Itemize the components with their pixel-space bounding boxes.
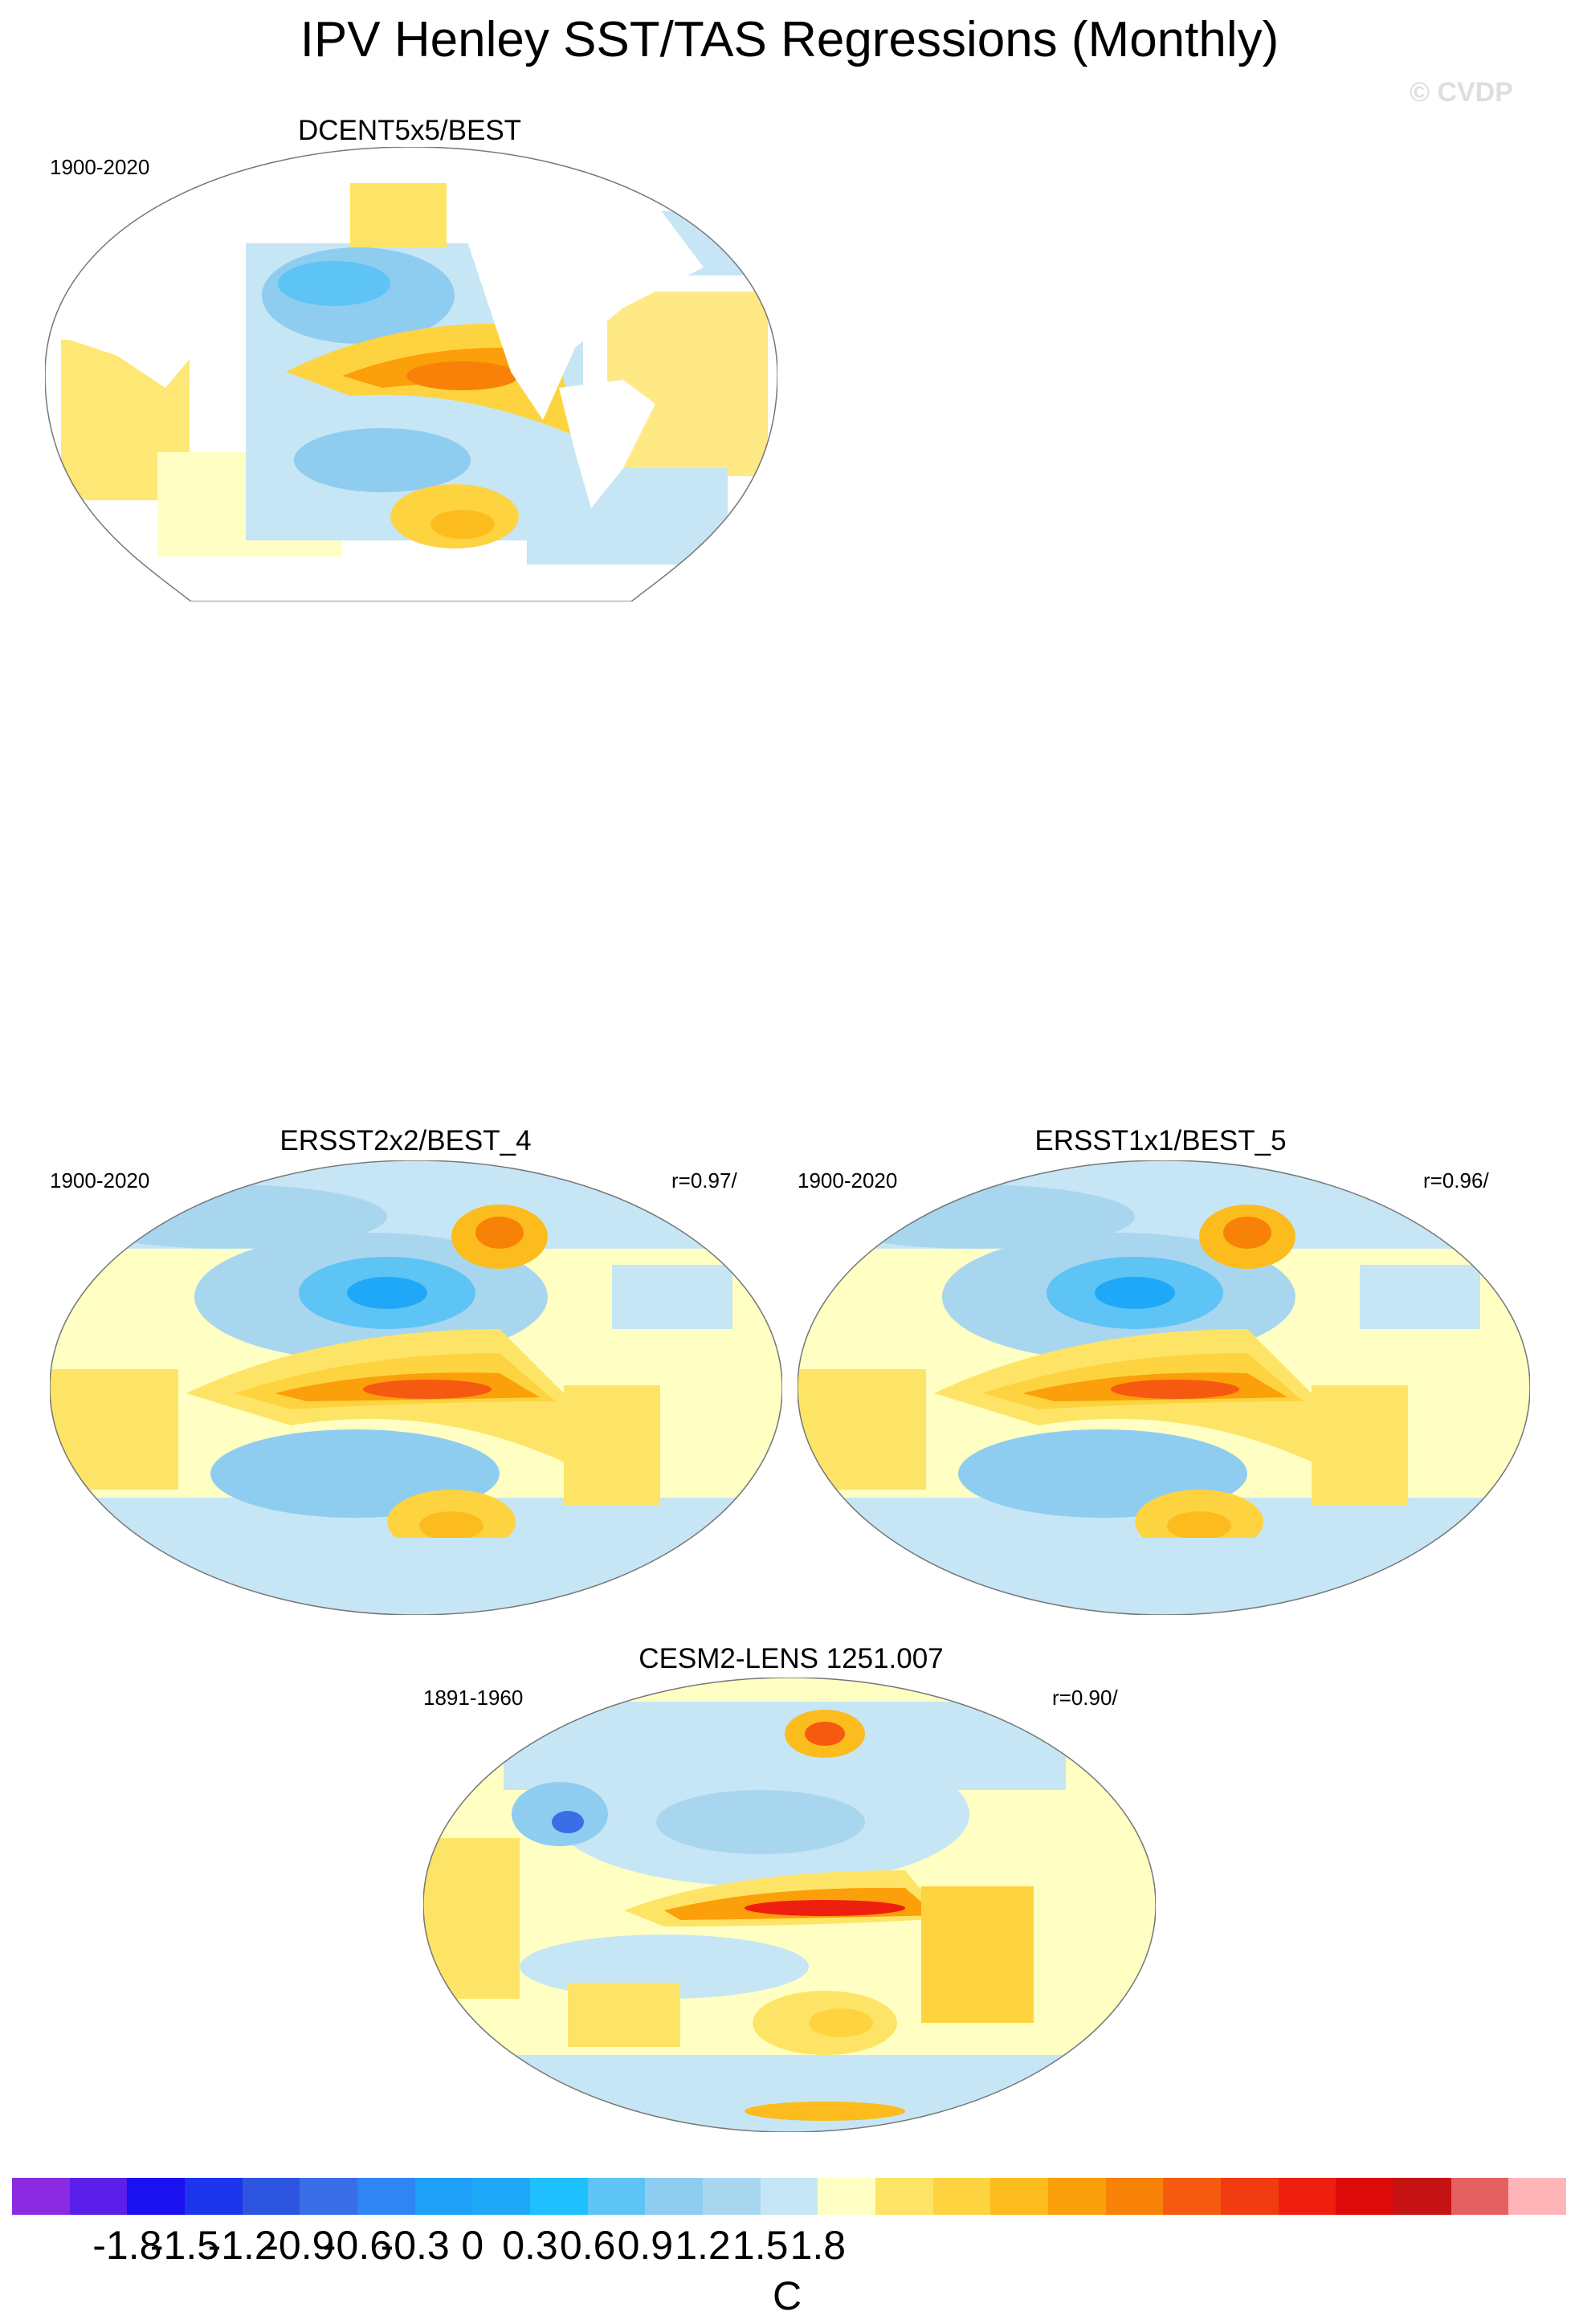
colorbar-box [1048, 2178, 1107, 2215]
colorbar-box [932, 2178, 991, 2215]
figure-title: IPV Henley SST/TAS Regressions (Monthly) [300, 12, 1279, 67]
colorbar-tick-label: -0.9 [265, 2223, 335, 2268]
panel-period: 1891-1960 [423, 1686, 524, 1710]
colorbar-tick-label: -1.8 [92, 2223, 162, 2268]
colorbar-box [818, 2178, 876, 2215]
watermark: © CVDP [1410, 77, 1513, 108]
map-panel [50, 1160, 782, 1615]
colorbar-box [1221, 2178, 1279, 2215]
colorbar-box [1163, 2178, 1222, 2215]
panel-correlation: r=0.90/ [1052, 1686, 1118, 1710]
panel-period: 1900-2020 [50, 1168, 150, 1193]
colorbar-box [1336, 2178, 1394, 2215]
colorbar-box [1393, 2178, 1452, 2215]
colorbar-box [1508, 2178, 1567, 2215]
panel-title: DCENT5x5/BEST [297, 115, 522, 146]
colorbar-box [414, 2178, 473, 2215]
colorbar-tick-label: -1.5 [149, 2223, 220, 2268]
colorbar-box [1105, 2178, 1164, 2215]
colorbar-box [587, 2178, 646, 2215]
colorbar-unit: C [772, 2273, 802, 2318]
colorbar-box [242, 2178, 300, 2215]
panel-title: ERSST2x2/BEST_4 [279, 1125, 532, 1156]
panel-correlation: r=0.96/ [1423, 1168, 1489, 1193]
colorbar-box [875, 2178, 934, 2215]
colorbar-tick-label: 0.9 [617, 2223, 674, 2268]
colorbar-box [703, 2178, 761, 2215]
panel-correlation: r=0.97/ [671, 1168, 737, 1193]
colorbar-tick-label: 1.2 [675, 2223, 731, 2268]
colorbar-tick-label: 0.3 [502, 2223, 558, 2268]
colorbar-tick-label: 1.8 [790, 2223, 847, 2268]
map-panel [45, 147, 777, 601]
colorbar-box [12, 2178, 71, 2215]
colorbar-box [990, 2178, 1049, 2215]
colorbar-box [760, 2178, 818, 2215]
map-panel [798, 1160, 1530, 1615]
colorbar-tick-label: -1.2 [207, 2223, 277, 2268]
colorbar-box [1278, 2178, 1336, 2215]
colorbar-tick-label: 1.5 [732, 2223, 789, 2268]
colorbar-tick-label: -0.3 [380, 2223, 450, 2268]
colorbar-tick-label: 0.6 [559, 2223, 616, 2268]
colorbar-box [69, 2178, 128, 2215]
colorbar-box [645, 2178, 704, 2215]
colorbar-box [357, 2178, 416, 2215]
colorbar-box [185, 2178, 243, 2215]
panel-period: 1900-2020 [798, 1168, 898, 1193]
colorbar-tick-label: 0 [461, 2223, 484, 2268]
colorbar-box [1450, 2178, 1509, 2215]
colorbar-box [127, 2178, 186, 2215]
panel-title: CESM2-LENS 1251.007 [639, 1643, 944, 1674]
panel-title: ERSST1x1/BEST_5 [1034, 1125, 1287, 1156]
panel-period: 1900-2020 [50, 155, 150, 179]
colorbar-tick-label: -0.6 [322, 2223, 393, 2268]
colorbar-box [300, 2178, 358, 2215]
map-panel [423, 1678, 1156, 2132]
colorbar-box [472, 2178, 531, 2215]
colorbar-box [530, 2178, 589, 2215]
